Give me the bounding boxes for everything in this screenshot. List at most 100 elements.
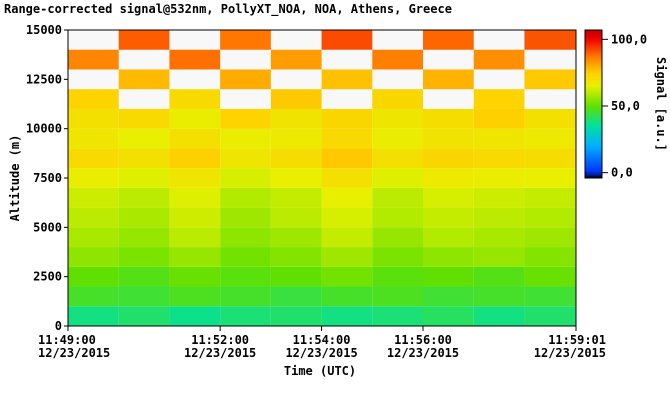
heatmap-cell <box>372 207 424 228</box>
heatmap-cell <box>524 247 576 267</box>
heatmap-cell <box>169 306 221 326</box>
y-tick-label: 12500 <box>26 72 62 86</box>
heatmap-cell <box>118 69 170 90</box>
heatmap-cell <box>68 207 119 228</box>
heatmap-cell <box>169 49 221 70</box>
heatmap-cell <box>321 168 373 188</box>
x-tick-label: 11:54:00 <box>293 333 351 347</box>
heatmap-cell <box>220 207 271 228</box>
heatmap-cell <box>220 168 271 188</box>
heatmap-cell <box>68 247 119 267</box>
heatmap-cell <box>68 128 119 149</box>
heatmap-cell <box>68 49 119 70</box>
heatmap-cell <box>321 306 373 326</box>
heatmap-cell <box>220 286 271 307</box>
heatmap-cell <box>423 207 474 228</box>
heatmap-cell <box>473 266 525 287</box>
heatmap-cell <box>372 49 424 70</box>
heatmap-cell <box>524 266 576 287</box>
heatmap-cell <box>169 247 221 267</box>
x-tick-label: 11:59:01 <box>548 333 606 347</box>
heatmap-cell <box>524 30 576 50</box>
heatmap-cell <box>321 148 373 169</box>
heatmap-cell <box>220 148 271 169</box>
colorbar-tick-label: 100,0 <box>611 32 647 46</box>
heatmap-cell <box>169 89 221 109</box>
heatmap-cell <box>220 128 271 149</box>
heatmap-cell <box>524 227 576 248</box>
heatmap-cell <box>220 69 271 90</box>
heatmap-cell <box>118 286 170 307</box>
heatmap-cell <box>270 49 322 70</box>
heatmap-cell <box>524 128 576 149</box>
heatmap-cell <box>423 187 474 208</box>
heatmap-cell <box>118 187 170 208</box>
heatmap-cell <box>473 108 525 129</box>
heatmap-cell <box>423 227 474 248</box>
heatmap-cell <box>118 207 170 228</box>
heatmap-cell <box>473 227 525 248</box>
heatmap-cell <box>423 69 474 90</box>
heatmap-cell <box>270 187 322 208</box>
heatmap-cell <box>473 49 525 70</box>
heatmap-cell <box>270 207 322 228</box>
heatmap-cell <box>524 286 576 307</box>
heatmap-cell <box>118 128 170 149</box>
heatmap-cell <box>372 247 424 267</box>
heatmap-cell <box>372 286 424 307</box>
heatmap-cell <box>321 266 373 287</box>
heatmap-cell <box>372 187 424 208</box>
heatmap-cell <box>68 108 119 129</box>
heatmap-cell <box>321 128 373 149</box>
heatmap-cell <box>372 128 424 149</box>
heatmap-cell <box>118 30 170 50</box>
heatmap-cell <box>169 227 221 248</box>
x-tick-label: 12/23/2015 <box>38 346 110 360</box>
colorbar <box>584 29 603 179</box>
heatmap-cell <box>372 148 424 169</box>
heatmap-cell <box>473 207 525 228</box>
heatmap-cell <box>68 266 119 287</box>
y-tick-label: 15000 <box>26 23 62 37</box>
heatmap-cell <box>68 227 119 248</box>
heatmap-cell <box>68 187 119 208</box>
heatmap-cell <box>423 168 474 188</box>
heatmap-cell <box>118 108 170 129</box>
heatmap-cell <box>118 227 170 248</box>
heatmap-cell <box>118 168 170 188</box>
heatmap-cell <box>423 286 474 307</box>
heatmap-cell <box>321 286 373 307</box>
heatmap-cell <box>270 108 322 129</box>
heatmap-cell <box>524 108 576 129</box>
x-tick-label: 12/23/2015 <box>534 346 606 360</box>
heatmap-cell <box>220 227 271 248</box>
heatmap-cell <box>169 187 221 208</box>
heatmap-cell <box>321 207 373 228</box>
heatmap-cell <box>220 306 271 326</box>
heatmap-cell <box>169 168 221 188</box>
heatmap-cell <box>423 30 474 50</box>
heatmap-cell <box>372 306 424 326</box>
heatmap-cell <box>220 30 271 50</box>
heatmap-cell <box>270 168 322 188</box>
heatmap-cell <box>220 266 271 287</box>
heatmap-cell <box>524 207 576 228</box>
heatmap-cell <box>372 266 424 287</box>
heatmap-cell <box>473 128 525 149</box>
heatmap-cell <box>423 306 474 326</box>
heatmap-cell <box>372 108 424 129</box>
heatmap-cell <box>169 207 221 228</box>
heatmap-cell <box>68 306 119 326</box>
heatmap-cell <box>473 89 525 109</box>
y-tick-label: 7500 <box>33 171 62 185</box>
heatmap-cell <box>473 148 525 169</box>
heatmap-cell <box>321 69 373 90</box>
heatmap-cell <box>270 306 322 326</box>
y-tick-label: 2500 <box>33 270 62 284</box>
heatmap-cell <box>68 89 119 109</box>
heatmap-cell <box>372 227 424 248</box>
heatmap-cell <box>423 247 474 267</box>
y-axis-label: Altitude (m) <box>8 135 22 222</box>
heatmap-cell <box>270 247 322 267</box>
